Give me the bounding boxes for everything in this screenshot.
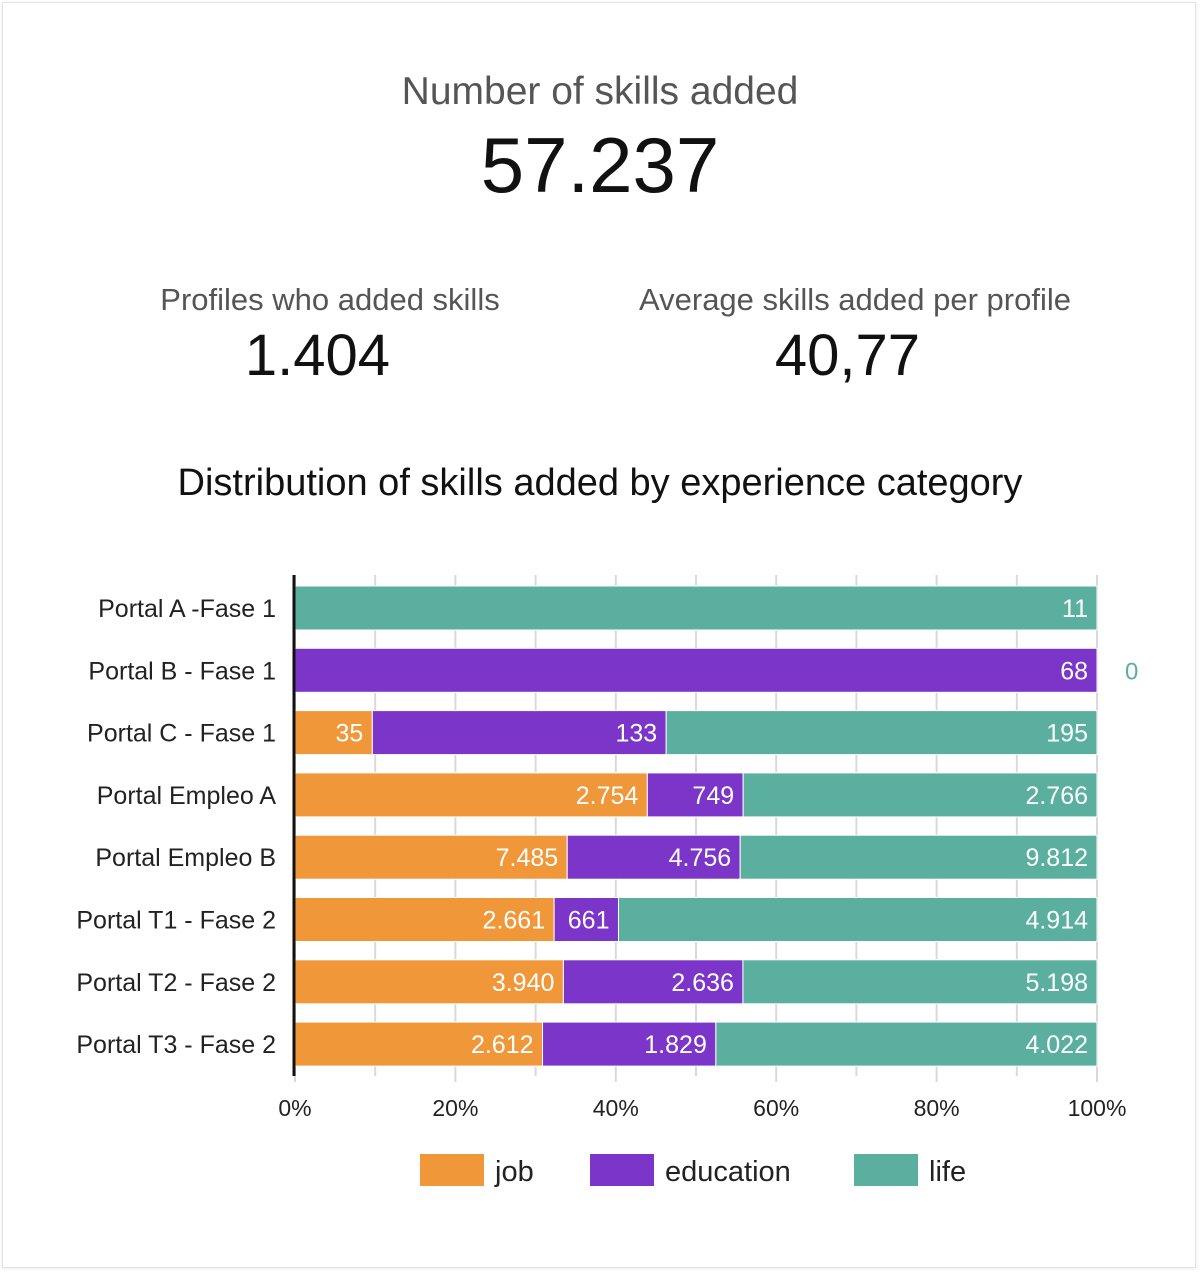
- bar-life: [617, 897, 1098, 942]
- category-label: Portal Empleo A: [97, 782, 277, 810]
- legend-label-job: job: [494, 1156, 534, 1188]
- data-label-job: 2.754: [576, 782, 639, 810]
- bar-job: [294, 1021, 544, 1067]
- total-skills-value: 57.237: [480, 121, 720, 209]
- data-label-life: 195: [1046, 720, 1088, 748]
- bar-life: [715, 1021, 1098, 1067]
- data-label-education: 2.636: [671, 969, 734, 997]
- legend-label-education: education: [665, 1156, 791, 1188]
- data-label-life: 0: [1125, 658, 1138, 685]
- bar-job: [294, 959, 564, 1005]
- average-skills-label: Average skills added per profile: [639, 282, 1071, 317]
- data-label-life: 5.198: [1025, 969, 1088, 997]
- bar-life: [739, 834, 1098, 880]
- data-label-job: 3.940: [492, 969, 555, 997]
- data-label-life: 4.914: [1025, 907, 1088, 935]
- chart-title: Distribution of skills added by experien…: [177, 462, 1023, 504]
- bar-life: [294, 585, 1098, 631]
- data-label-job: 7.485: [496, 844, 559, 872]
- data-label-education: 749: [692, 782, 734, 810]
- category-label: Portal C - Fase 1: [87, 720, 276, 748]
- category-label: Portal B - Fase 1: [88, 657, 276, 685]
- data-label-job: 2.612: [471, 1031, 534, 1059]
- category-label: Portal Empleo B: [95, 844, 276, 872]
- legend-swatch-life: [854, 1154, 918, 1186]
- bar-education: [646, 772, 744, 818]
- bar-life: [742, 959, 1098, 1005]
- bar-job: [294, 897, 555, 942]
- bar-job: [294, 772, 648, 818]
- x-tick-label: 40%: [593, 1095, 639, 1121]
- data-label-job: 35: [336, 720, 364, 748]
- category-label: Portal T2 - Fase 2: [76, 969, 276, 997]
- x-tick-label: 100%: [1068, 1095, 1127, 1121]
- data-label-life: 9.812: [1025, 844, 1088, 872]
- bar-education: [542, 1021, 717, 1067]
- average-skills-value: 40,77: [774, 323, 921, 388]
- data-label-education: 133: [615, 720, 657, 748]
- x-tick-label: 60%: [753, 1095, 799, 1121]
- data-label-life: 11: [1062, 595, 1088, 623]
- total-skills-label: Number of skills added: [401, 70, 799, 113]
- bar-job: [294, 834, 568, 880]
- bar-education: [562, 959, 744, 1005]
- profiles-label: Profiles who added skills: [160, 282, 500, 317]
- legend-label-life: life: [929, 1156, 966, 1188]
- data-label-education: 661: [568, 907, 610, 935]
- category-label: Portal A -Fase 1: [98, 595, 276, 623]
- x-tick-label: 20%: [432, 1095, 478, 1121]
- data-label-life: 4.022: [1025, 1031, 1088, 1059]
- profiles-value: 1.404: [244, 323, 391, 388]
- x-tick-label: 0%: [278, 1095, 311, 1121]
- x-tick-label: 80%: [914, 1095, 960, 1121]
- data-label-education: 4.756: [669, 844, 732, 872]
- legend-swatch-education: [590, 1154, 654, 1186]
- bar-education: [566, 834, 741, 880]
- bar-education: [294, 647, 1098, 693]
- bar-life: [742, 772, 1098, 818]
- bar-life: [665, 710, 1098, 756]
- legend-swatch-job: [420, 1154, 484, 1186]
- data-label-education: 1.829: [644, 1031, 707, 1059]
- category-label: Portal T3 - Fase 2: [76, 1031, 276, 1059]
- category-label: Portal T1 - Fase 2: [76, 907, 276, 935]
- data-label-job: 2.661: [483, 907, 546, 935]
- data-label-life: 2.766: [1025, 782, 1088, 810]
- data-label-education: 68: [1060, 657, 1088, 685]
